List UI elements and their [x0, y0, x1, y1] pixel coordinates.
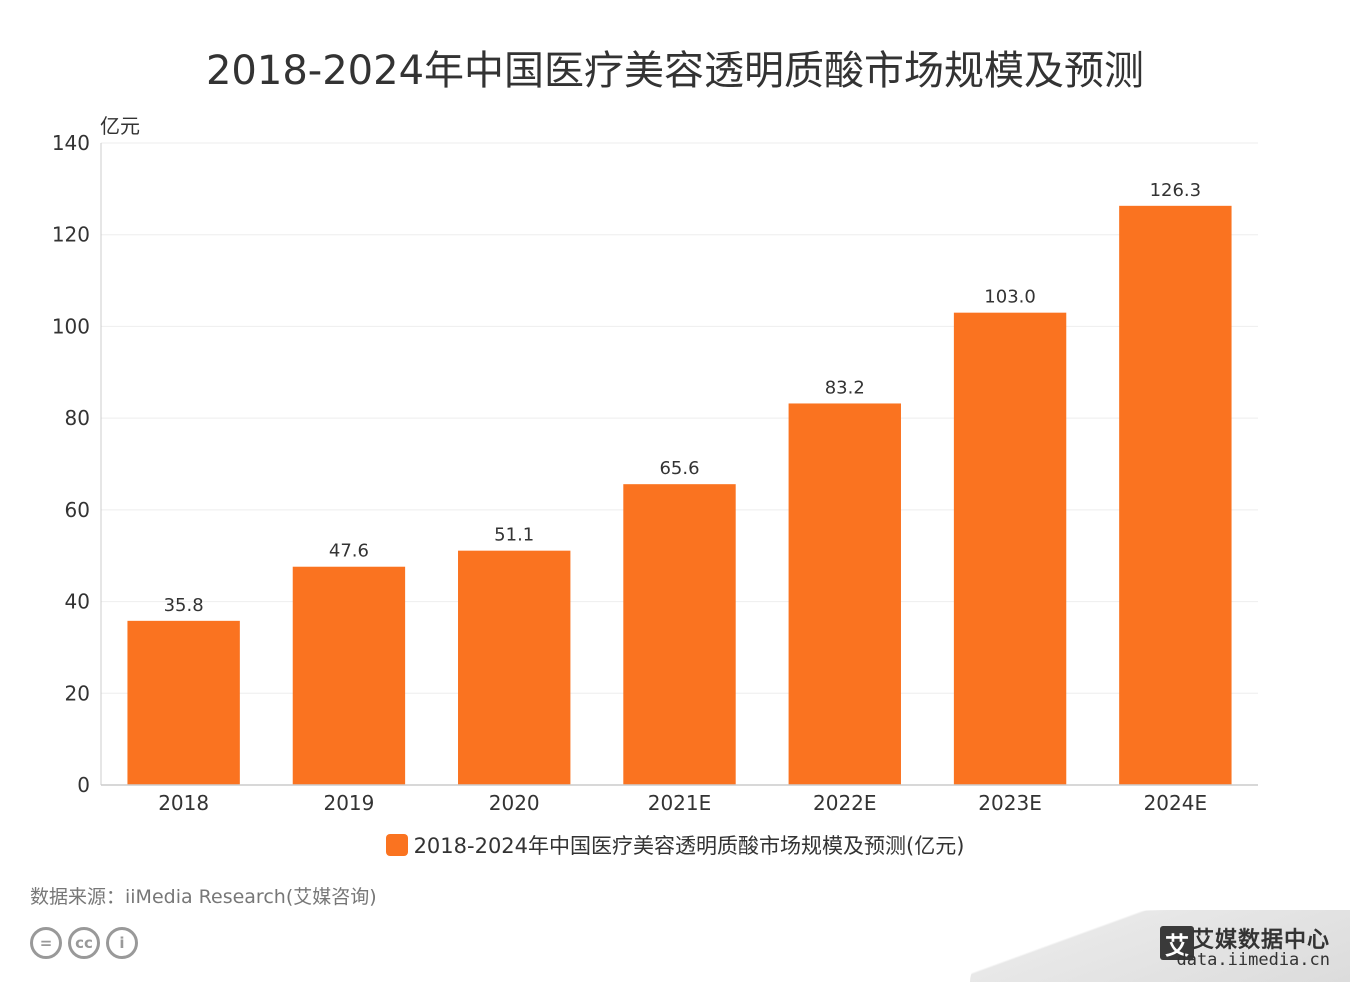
- bar-2018: [127, 620, 240, 785]
- data-label: 83.2: [825, 377, 865, 398]
- bars: [127, 205, 1232, 785]
- y-tick-label: 120: [52, 223, 90, 247]
- data-label: 103.0: [984, 287, 1036, 308]
- data-label: 51.1: [494, 525, 534, 546]
- x-tick-label: 2019: [323, 791, 374, 815]
- x-tick-label: 2020: [489, 791, 540, 815]
- x-axis-ticks: 2018 2019 2020 2021E 2022E 2023E 2024E: [101, 784, 1258, 815]
- data-label: 35.8: [164, 595, 204, 616]
- legend: 2018-2024年中国医疗美容透明质酸市场规模及预测(亿元): [0, 830, 1350, 860]
- legend-label: 2018-2024年中国医疗美容透明质酸市场规模及预测(亿元): [413, 834, 965, 858]
- x-tick-label: 2018: [158, 791, 209, 815]
- legend-swatch: [385, 834, 408, 856]
- data-label: 126.3: [1150, 180, 1202, 201]
- x-tick-label: 2024E: [1144, 791, 1208, 815]
- y-tick-label: 0: [77, 773, 90, 797]
- brand-url: data.iimedia.cn: [1176, 950, 1330, 970]
- license-icons: = cc i: [30, 927, 138, 959]
- y-tick-label: 140: [52, 131, 90, 155]
- x-tick-label: 2021E: [648, 791, 712, 815]
- x-tick-label: 2023E: [978, 791, 1042, 815]
- brand-name: 艾媒数据中心: [1191, 928, 1330, 953]
- cc-nd-icon: =: [30, 927, 62, 959]
- bar-2022E: [788, 403, 901, 785]
- bar-2021E: [623, 484, 736, 785]
- brand-logo-icon: 艾: [1160, 926, 1194, 960]
- bar-2019: [292, 566, 406, 785]
- data-labels: 35.8 47.6 51.1 65.6 83.2 103.0 126.3: [164, 180, 1202, 616]
- bar-chart: 0 20 40 60 80 100 120 140 35.8 47.6 51.1 65.6 83.2 1…: [52, 114, 1258, 815]
- bar-2020: [458, 550, 571, 785]
- y-tick-label: 20: [65, 681, 90, 705]
- chart-title: 2018-2024年中国医疗美容透明质酸市场规模及预测: [205, 48, 1145, 94]
- bar-2023E: [953, 312, 1067, 785]
- cc-by-icon: i: [106, 927, 138, 959]
- bar-2024E: [1119, 205, 1232, 785]
- y-axis-ticks: 0 20 40 60 80 100 120 140: [52, 131, 90, 797]
- y-tick-label: 60: [65, 498, 90, 522]
- y-tick-label: 80: [65, 406, 90, 430]
- data-label: 47.6: [329, 541, 369, 562]
- cc-icon: cc: [68, 927, 100, 959]
- y-tick-label: 100: [52, 314, 90, 338]
- x-tick-label: 2022E: [813, 791, 877, 815]
- y-tick-label: 40: [65, 590, 90, 614]
- data-label: 65.6: [659, 458, 699, 479]
- brand-watermark: 艾 艾媒数据中心 data.iimedia.cn: [970, 910, 1350, 982]
- source-note: 数据来源：iiMedia Research(艾媒咨询): [30, 886, 377, 908]
- y-axis-label: 亿元: [100, 114, 140, 138]
